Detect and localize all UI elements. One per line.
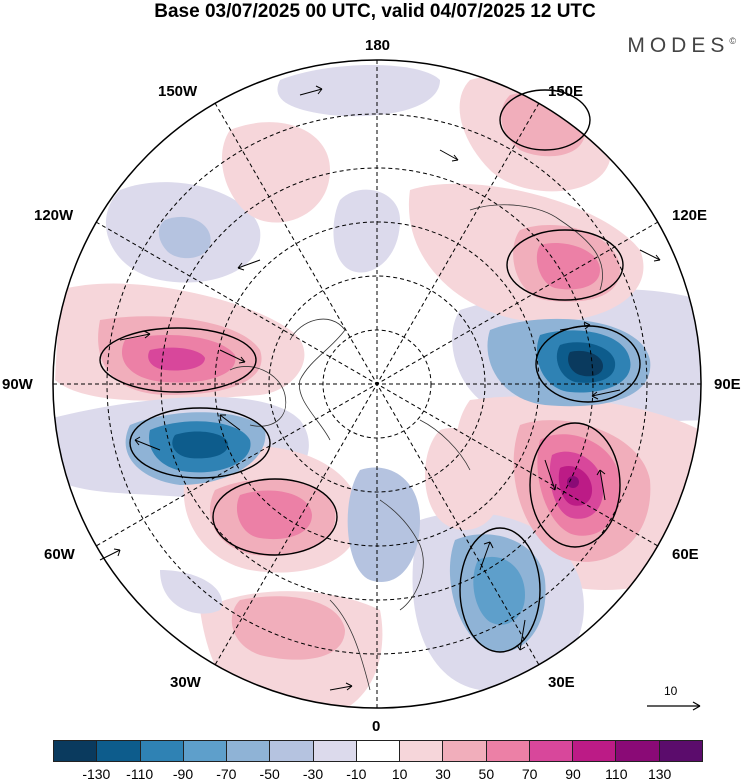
colorbar	[53, 740, 703, 762]
colorbar-tick-label: 130	[647, 766, 672, 782]
brand-name: MODES	[627, 34, 730, 57]
anomaly-contours	[99, 89, 641, 653]
map-title: Base 03/07/2025 00 UTC, valid 04/07/2025…	[154, 1, 596, 22]
colorbar-swatch	[659, 741, 702, 761]
reference-vector-arrow	[647, 701, 701, 711]
colorbar-tick-label: 110	[605, 766, 628, 782]
brand-mark: ©	[729, 36, 736, 46]
colorbar-tick-label: -50	[259, 766, 280, 782]
lon-label-150e: 150E	[548, 83, 584, 100]
colorbar-swatch	[313, 741, 357, 761]
colorbar-tick-label: -110	[126, 766, 154, 782]
colorbar-swatch	[529, 741, 574, 761]
colorbar-tick-label: 30	[435, 766, 451, 782]
polar-map	[52, 59, 702, 711]
lon-label-120e: 120E	[672, 207, 708, 224]
lon-label-60e: 60E	[672, 546, 699, 563]
lon-label-120w: 120W	[34, 207, 74, 224]
colorbar-swatch	[140, 741, 184, 761]
colorbar-swatch	[486, 741, 530, 761]
reference-vector-label: 10	[664, 684, 678, 698]
colorbar-swatch	[54, 741, 98, 761]
colorbar-ticks: -130 -110 -90 -70 -50 -30 -10 10 30 50 70 90 110 130	[53, 766, 703, 783]
colorbar-swatch	[97, 741, 141, 761]
map-border	[52, 59, 702, 709]
colorbar-tick-label: -10	[346, 766, 367, 782]
colorbar-tick-label: -70	[216, 766, 237, 782]
lon-label-30w: 30W	[170, 674, 201, 691]
colorbar-swatch	[400, 741, 444, 761]
brand-logo: MODES©	[627, 34, 736, 58]
coastlines	[229, 204, 603, 691]
lon-label-90e: 90E	[714, 376, 741, 393]
lon-label-60w: 60W	[44, 546, 75, 563]
colorbar-swatch	[183, 741, 228, 761]
colorbar-tick-label: -90	[172, 766, 194, 782]
graticule	[53, 60, 701, 708]
lon-label-30e: 30E	[548, 674, 575, 691]
lon-label-0: 0	[372, 718, 381, 735]
colorbar-swatch	[573, 741, 617, 761]
lon-label-180: 180	[365, 37, 391, 54]
colorbar-tick-label: 90	[565, 766, 581, 782]
colorbar-swatch	[356, 741, 401, 761]
colorbar-tick-label: 50	[478, 766, 495, 782]
colorbar-tick-label: -30	[302, 766, 324, 782]
colorbar-tick-label: 70	[521, 766, 538, 782]
lon-label-90w: 90W	[2, 376, 33, 393]
colorbar-swatch	[227, 741, 271, 761]
wind-vectors	[99, 85, 661, 691]
lon-label-150w: 150W	[158, 83, 198, 100]
colorbar-swatch	[270, 741, 314, 761]
colorbar-tick-label: 10	[391, 766, 408, 782]
colorbar-swatch	[443, 741, 487, 761]
colorbar-tick-label: -130	[82, 766, 111, 782]
colorbar-swatch	[616, 741, 660, 761]
